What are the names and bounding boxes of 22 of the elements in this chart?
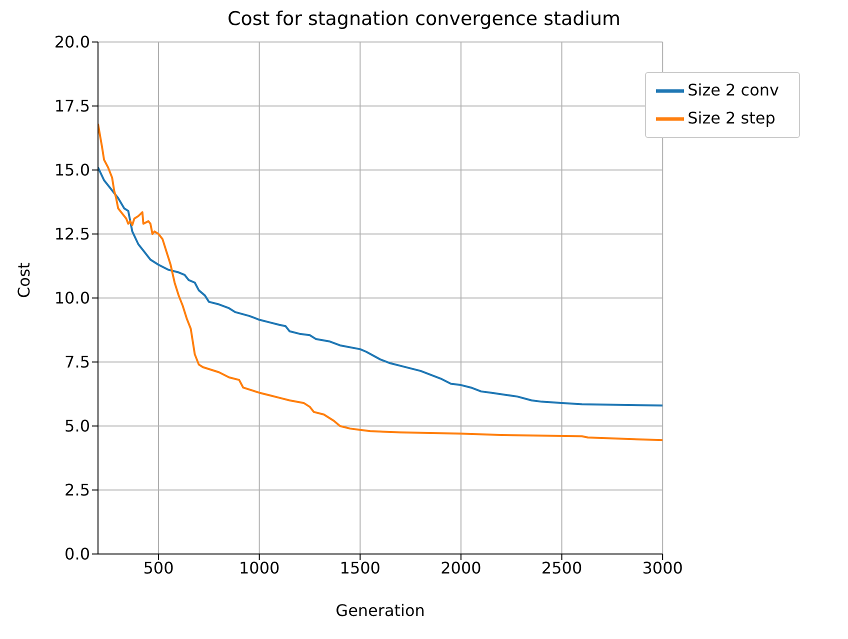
y-axis-title: Cost	[14, 262, 34, 298]
y-tick-label: 12.5	[54, 224, 90, 244]
x-tick-label: 500	[143, 558, 174, 578]
line-series	[98, 166, 663, 407]
x-tick-label: 2000	[440, 558, 482, 578]
x-tick-label: 3000	[642, 558, 683, 578]
y-tick-label: 2.5	[64, 480, 90, 500]
line-series	[98, 122, 663, 442]
y-tick-label: 7.5	[64, 352, 90, 372]
y-tick-label: 15.0	[54, 160, 90, 180]
x-axis-title: Generation	[336, 601, 425, 620]
legend-label: Size 2 step	[688, 108, 776, 128]
x-tick-label: 2500	[541, 558, 582, 578]
y-tick-label: 10.0	[54, 288, 90, 308]
y-tick-label: 20.0	[54, 32, 90, 52]
y-tick-label: 17.5	[54, 96, 90, 116]
y-tick-label: 5.0	[64, 416, 90, 436]
x-tick-label: 1000	[238, 558, 280, 578]
legend-label: Size 2 conv	[688, 80, 779, 100]
y-tick-label: 0.0	[64, 544, 90, 564]
x-tick-label: 1500	[340, 558, 380, 578]
chart-title: Cost for stagnation convergence stadium	[226, 8, 622, 32]
